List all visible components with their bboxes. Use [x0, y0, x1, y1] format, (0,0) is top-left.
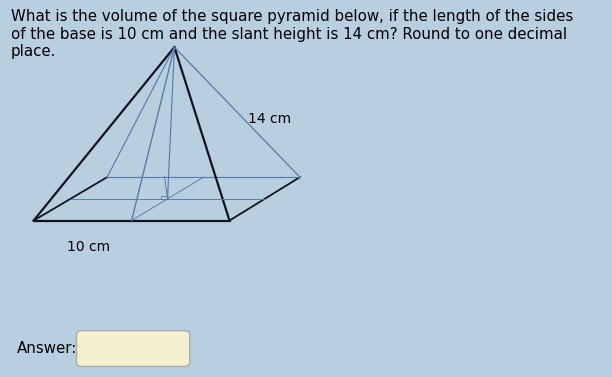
Text: 14 cm: 14 cm — [248, 112, 291, 126]
FancyBboxPatch shape — [76, 331, 190, 366]
Text: Answer:: Answer: — [17, 341, 77, 356]
Text: What is the volume of the square pyramid below, if the length of the sides
of th: What is the volume of the square pyramid… — [11, 9, 573, 59]
Text: 10 cm: 10 cm — [67, 240, 110, 254]
